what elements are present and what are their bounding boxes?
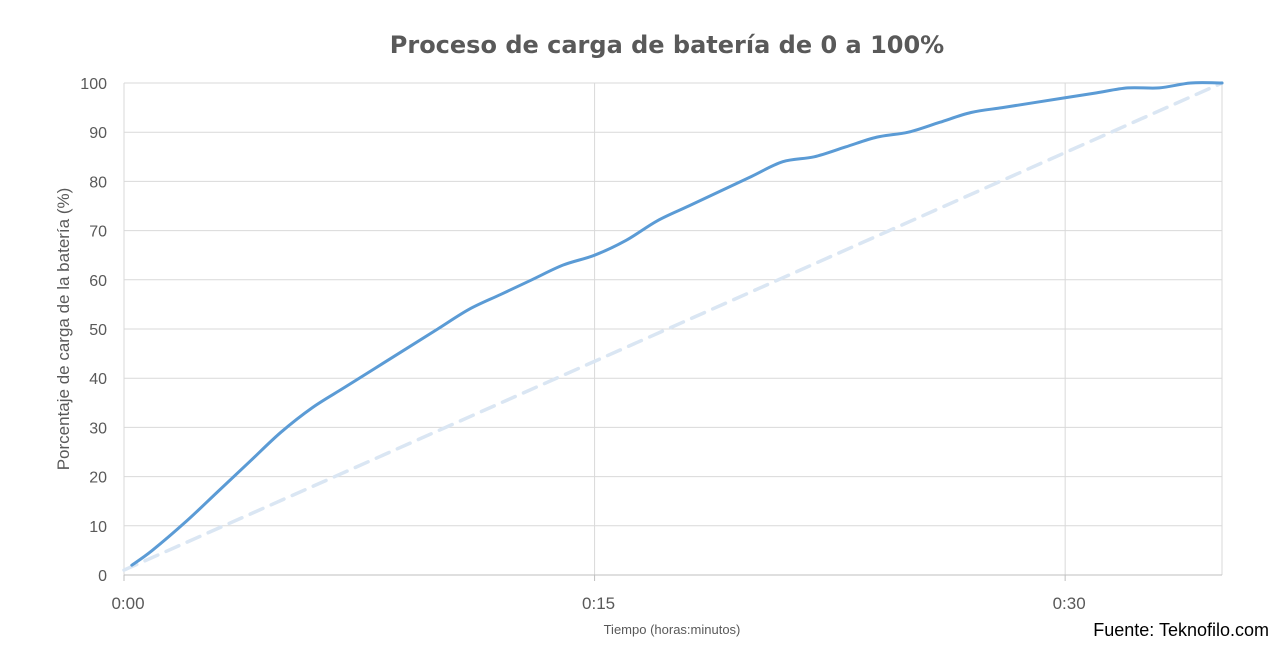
x-tick-label: 0:15 [582,594,615,613]
y-tick-label: 10 [89,519,107,536]
y-tick-label: 20 [89,470,107,487]
y-axis-label: Porcentaje de carga de la batería (%) [54,188,73,471]
series-line-reference [122,81,1224,572]
chart-title: Proceso de carga de batería de 0 a 100% [390,31,944,59]
y-tick-label: 100 [80,76,107,93]
source-credit: Fuente: Teknofilo.com [1093,620,1269,640]
y-tick-label: 60 [89,273,107,290]
y-tick-label: 30 [89,420,107,437]
series-line-charge [130,81,1224,567]
gridlines [123,82,1223,581]
x-axis-label: Tiempo (horas:minutos) [604,622,741,637]
y-tick-label: 0 [98,568,107,585]
y-tick-label: 50 [89,322,107,339]
y-tick-label: 90 [89,125,107,142]
y-tick-label: 40 [89,371,107,388]
y-tick-label: 80 [89,174,107,191]
x-axis-ticks: 0:00 0:15 0:30 [111,594,1085,613]
y-axis-ticks: 0 10 20 30 40 50 60 70 80 90 100 [80,76,107,585]
x-tick-label: 0:00 [111,594,144,613]
series-group [122,81,1224,572]
y-tick-label: 70 [89,224,107,241]
x-tick-label: 0:30 [1053,594,1086,613]
